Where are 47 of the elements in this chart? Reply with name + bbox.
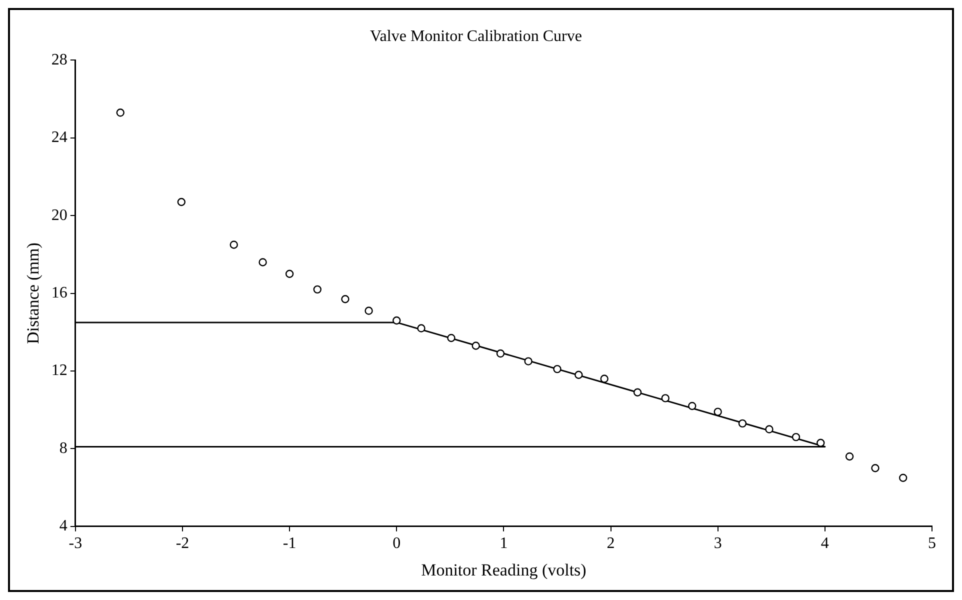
point — [313, 285, 322, 294]
chart-title: Valve Monitor Calibration Curve — [370, 28, 582, 45]
point — [816, 438, 825, 447]
point — [364, 306, 373, 315]
point — [116, 108, 124, 117]
y-axis-title: Distance (mm) — [24, 242, 43, 344]
x-tick-label: 4 — [820, 535, 829, 552]
point — [392, 316, 401, 325]
x-tick-label: 2 — [606, 535, 615, 552]
point — [417, 324, 426, 332]
x-tick-label: 5 — [928, 535, 936, 552]
point — [661, 394, 670, 402]
x-tick-label: -2 — [176, 535, 190, 552]
y-tick-label: 4 — [59, 518, 68, 535]
x-axis-title: Monitor Reading (volts) — [421, 560, 586, 580]
point — [898, 474, 908, 482]
x-tick-label: 1 — [500, 535, 508, 552]
y-tick-label: 12 — [51, 362, 68, 380]
point — [738, 419, 747, 428]
point — [714, 408, 722, 416]
point — [447, 334, 456, 342]
y-tick-label: 8 — [59, 440, 68, 457]
y-tick-label: 24 — [51, 129, 68, 146]
point — [285, 270, 294, 278]
point — [765, 425, 774, 434]
point — [792, 432, 800, 442]
y-tick-label: 16 — [51, 284, 68, 302]
point — [871, 464, 880, 472]
point — [600, 374, 608, 383]
x-tick-label: 0 — [392, 535, 401, 552]
point — [177, 198, 186, 206]
point — [496, 349, 505, 358]
point — [845, 452, 854, 461]
point — [230, 240, 238, 249]
point — [688, 402, 696, 410]
x-tick-label: 3 — [714, 535, 722, 552]
x-tick-label: -1 — [282, 535, 296, 552]
point — [524, 357, 532, 366]
point — [574, 370, 583, 379]
y-tick-label: 28 — [51, 51, 68, 68]
y-tick-label: 20 — [51, 206, 68, 224]
point — [258, 258, 267, 266]
point — [472, 342, 480, 350]
point — [553, 364, 562, 374]
x-tick-label: -3 — [68, 535, 82, 552]
point — [633, 388, 642, 396]
point — [341, 295, 350, 304]
